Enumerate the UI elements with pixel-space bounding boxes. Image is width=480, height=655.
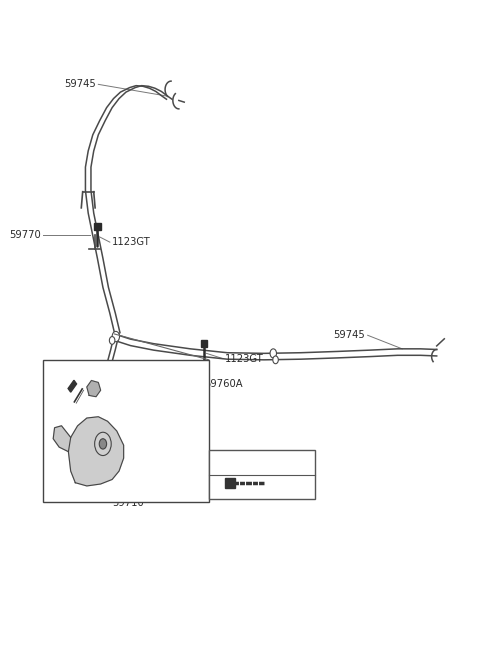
Text: 59770: 59770 [9,230,41,240]
Text: 1123GT: 1123GT [225,354,264,364]
Bar [103,375,109,381]
Circle shape [99,439,107,449]
Bar [209,451,315,499]
Text: 59760A: 59760A [204,379,243,389]
Polygon shape [53,426,71,452]
Circle shape [273,356,278,364]
Bar [225,477,235,488]
Text: 1123GT: 1123GT [112,237,151,247]
Text: 93830: 93830 [82,381,114,390]
Polygon shape [68,417,124,486]
Polygon shape [87,381,101,397]
Text: 1123GU: 1123GU [117,385,157,395]
Bar [94,223,101,231]
Circle shape [95,432,111,455]
Bar [43,360,209,502]
Text: 59710: 59710 [112,498,144,508]
Text: 59745: 59745 [334,330,365,340]
Circle shape [109,337,115,345]
Text: 59745: 59745 [64,79,96,89]
Circle shape [270,349,276,358]
Text: 1123AN: 1123AN [220,455,260,466]
Circle shape [112,331,120,342]
Bar [68,381,77,392]
Bar [201,341,207,347]
